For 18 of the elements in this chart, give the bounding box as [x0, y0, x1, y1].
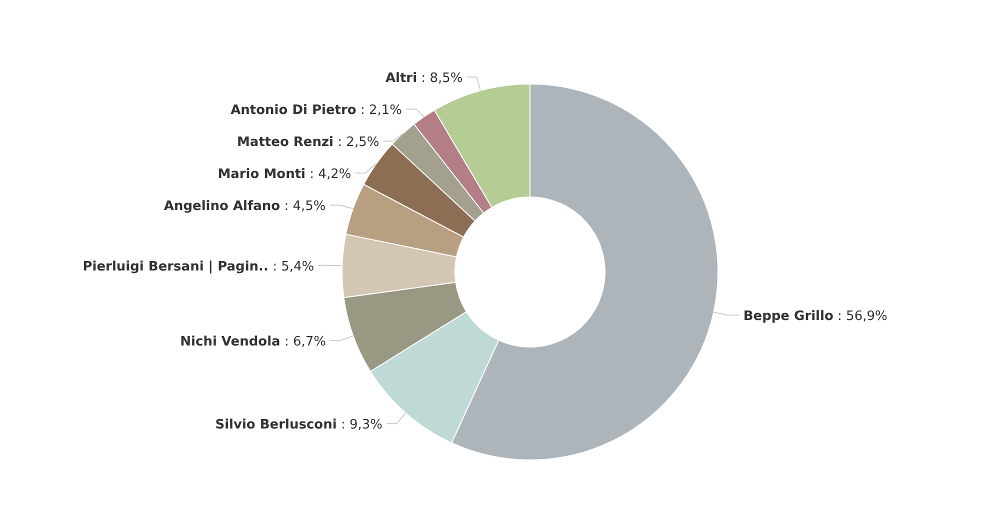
data-label: : 8,5%: [417, 71, 463, 86]
slice-label: Matteo Renzi: [237, 135, 334, 150]
slice-label: Nichi Vendola: [180, 334, 280, 350]
slice-label: Altri: [385, 71, 418, 86]
slice-label: Antonio Di Pietro: [230, 103, 356, 118]
slice-label: Angelino Alfano: [164, 199, 280, 214]
data-label: : 9,3%: [336, 418, 383, 433]
slice-label: Beppe Grillo: [743, 309, 834, 324]
data-label: : 6,7%: [280, 334, 326, 350]
data-label: : 5,4%: [268, 259, 314, 274]
slice-label: Pierluigi Bersani | Pagin..: [82, 259, 268, 274]
data-label: : 4,2%: [306, 167, 352, 182]
data-label: : 2,1%: [356, 103, 402, 118]
data-label: : 4,5%: [280, 199, 326, 214]
slice-label: Mario Monti: [218, 167, 306, 182]
data-label: : 2,5%: [334, 135, 380, 150]
slice-label: Silvio Berlusconi: [215, 418, 337, 433]
data-label: : 56,9%: [833, 309, 888, 324]
